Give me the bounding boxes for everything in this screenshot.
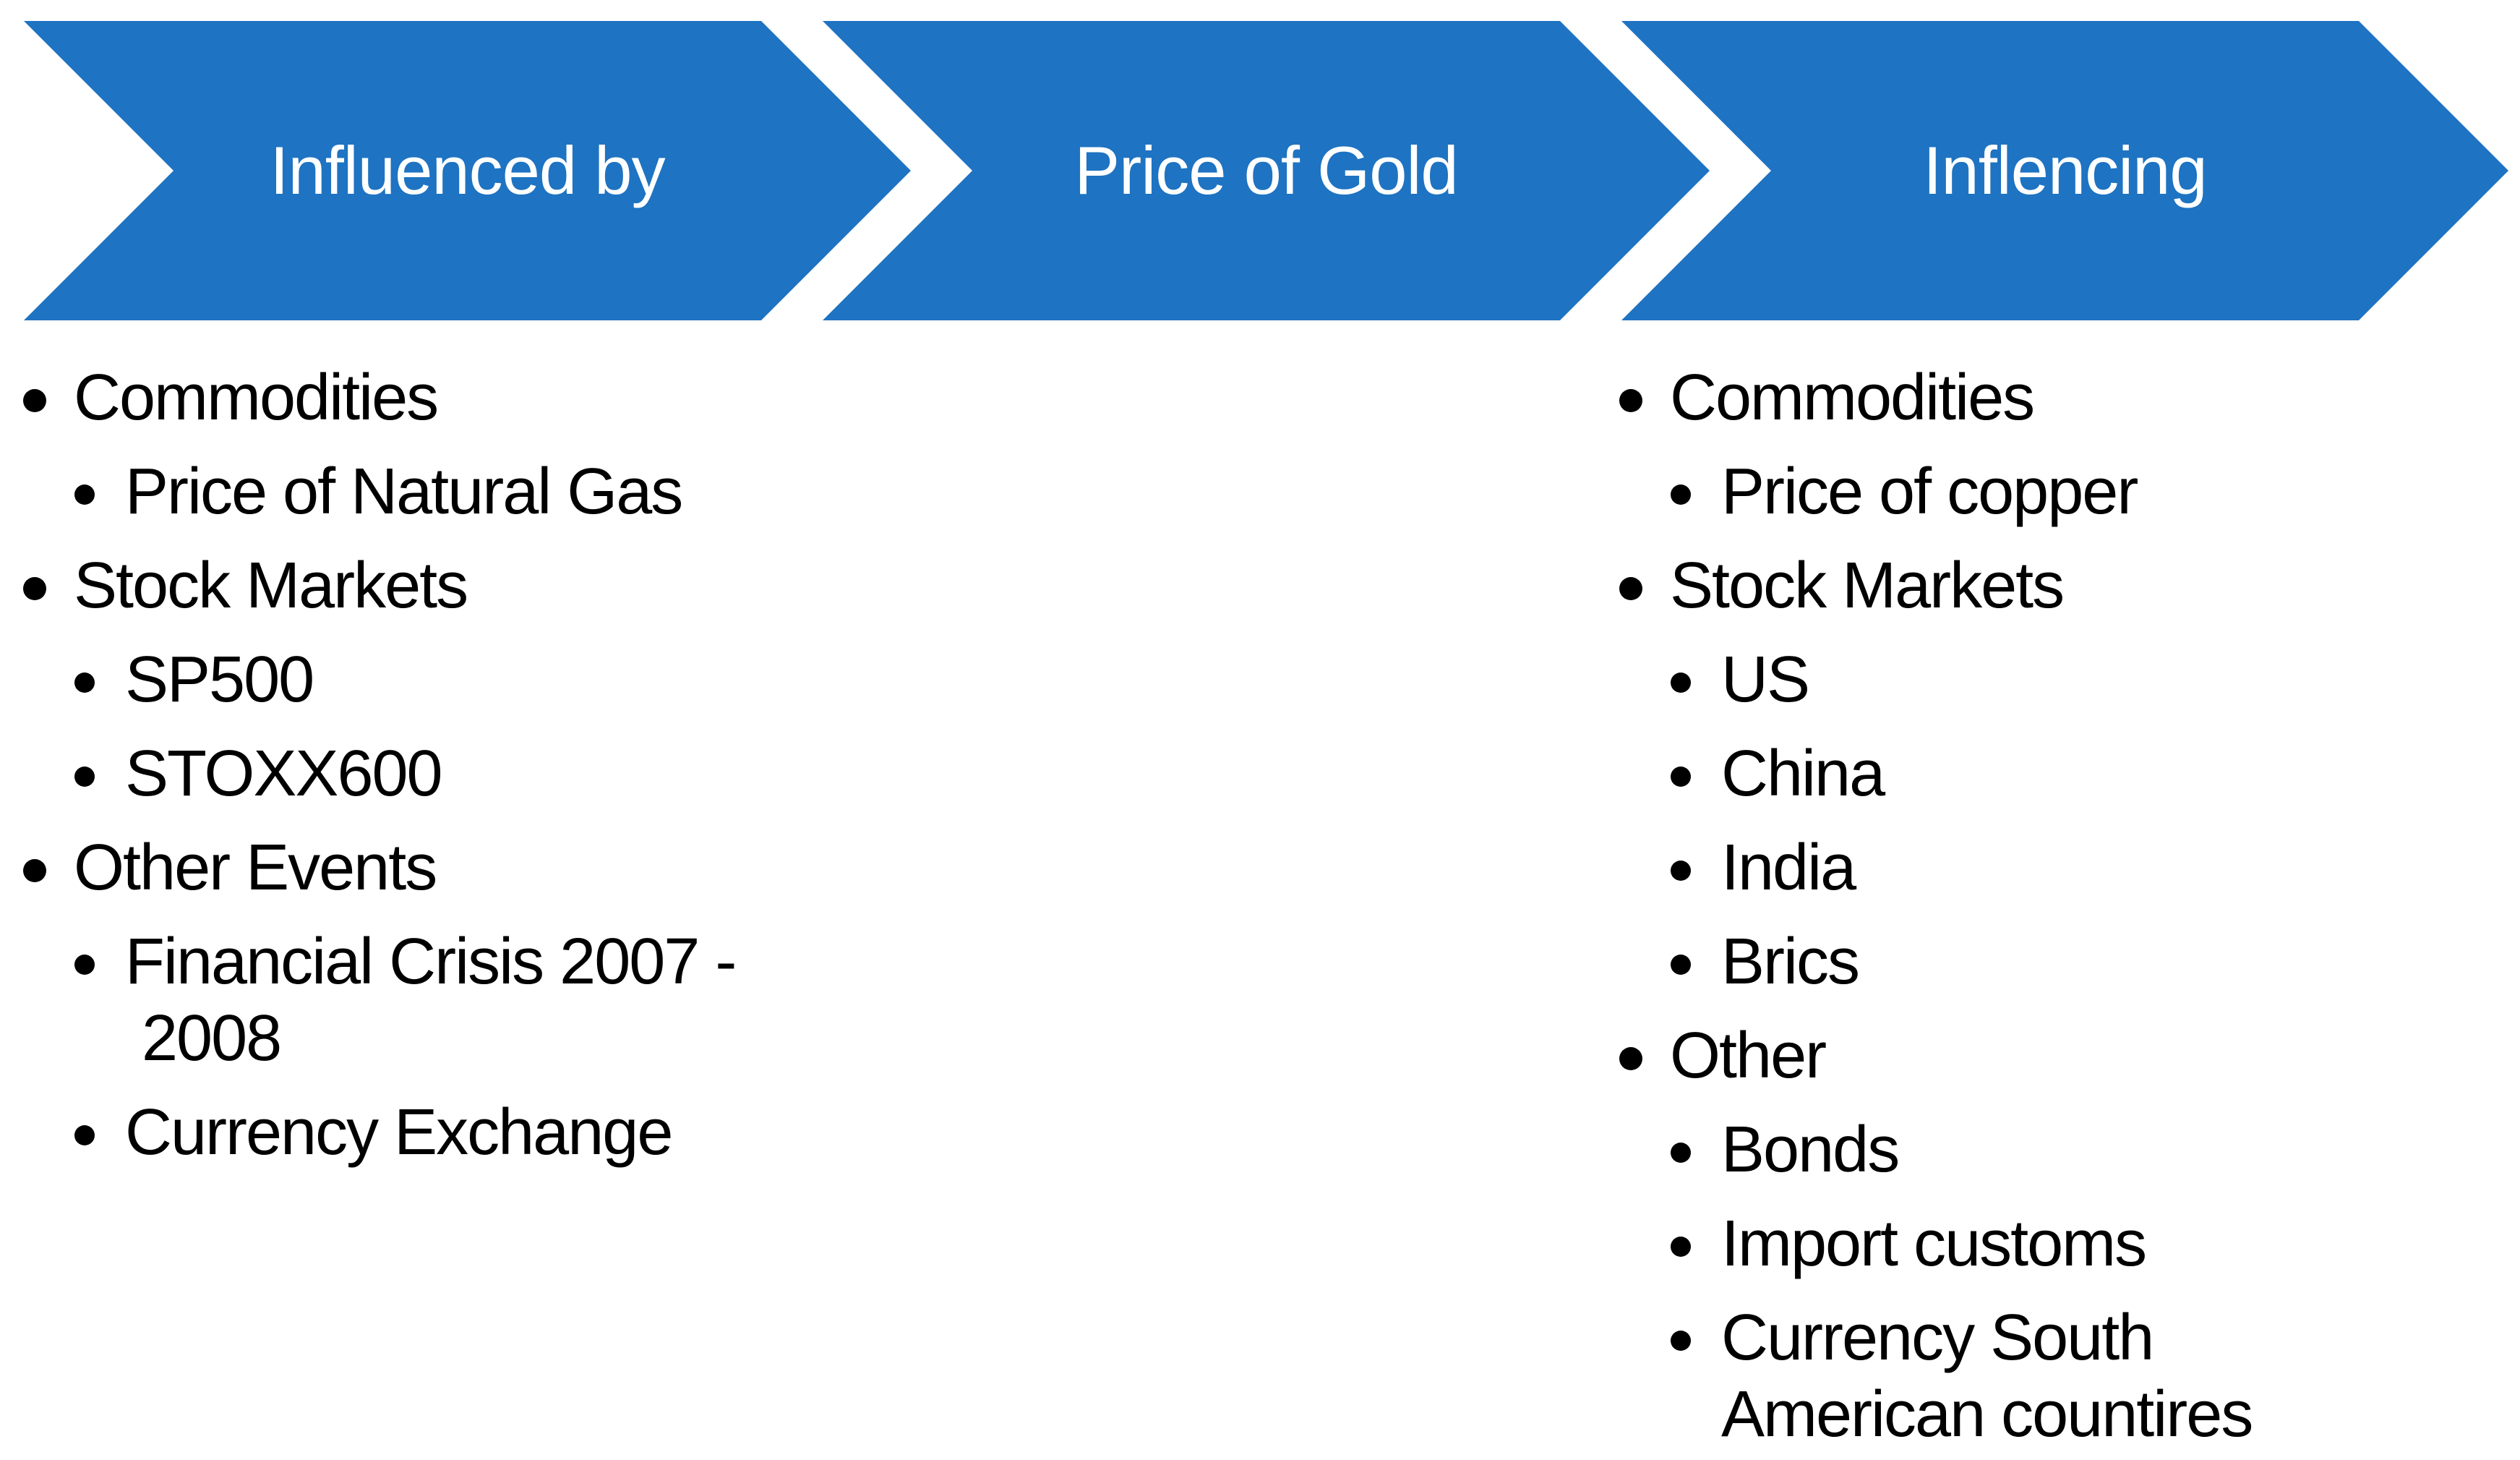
bullet-dot [1619,577,1642,600]
list-item-text: China [1721,738,1885,810]
bullet-dot [1671,1237,1691,1257]
bullet-dot [23,859,46,882]
bullet-dot [1671,861,1691,881]
list-item-text: Commodities [74,362,439,434]
list-item: US [1596,641,2357,718]
bullet-dot [23,577,46,600]
list-item: Price of Natural Gas [0,453,853,530]
list-item-text: Financial Crisis 2007 - 2008 [125,926,737,1075]
bullet-dot [74,767,95,787]
influencing-list: Commodities Price of copper Stock Market… [1596,359,2357,1460]
list-item-text: Import customs [1721,1208,2147,1280]
arrow-label: Influenced by [270,132,665,208]
bullet-dot [1671,1331,1691,1351]
list-item: Bonds [1596,1111,2357,1188]
list-item: Stock Markets [1596,547,2357,624]
list-item: SP500 [0,641,853,718]
list-item-text: Stock Markets [1670,550,2065,622]
bullet-dot [74,1125,95,1145]
chevron-price-of-gold: Price of Gold [823,21,1710,320]
list-item: Other [1596,1017,2357,1094]
list-item: Financial Crisis 2007 - 2008 [0,923,853,1077]
list-item-text: Brics [1721,926,1860,998]
list-item-text: Commodities [1670,362,2035,434]
list-item: STOXX600 [0,735,853,812]
list-item-text: SP500 [125,644,314,716]
bullet-dot [1671,955,1691,975]
arrow-label: Inflencing [1923,132,2207,208]
bullet-dot [1619,389,1642,412]
bullet-dot [23,389,46,412]
bullet-dot [74,484,95,505]
list-item-text: Currency South American countires [1721,1302,2253,1451]
list-item-text: Currency Exchange [125,1096,673,1169]
list-item-text: Stock Markets [74,550,468,622]
list-item-text: Price of Natural Gas [125,456,683,528]
chevron-inflencing: Inflencing [1621,21,2508,320]
bullet-dot [1671,484,1691,505]
list-item: China [1596,735,2357,812]
bullet-dot [74,673,95,693]
list-item-text: US [1721,644,1810,716]
list-item: Import customs [1596,1205,2357,1282]
bullet-dot [1671,1143,1691,1163]
list-item-text: Bonds [1721,1114,1900,1186]
list-item: Currency South American countires [1596,1299,2357,1453]
list-item-text: India [1721,832,1856,904]
bullet-dot [1671,673,1691,693]
list-item-text: Other Events [74,832,437,904]
list-item: Commodities [1596,359,2357,436]
bullet-dot [1671,767,1691,787]
list-item: India [1596,829,2357,906]
chevron-influenced-by: Influenced by [24,21,911,320]
list-item: Currency Exchange [0,1094,853,1171]
list-item-text: STOXX600 [125,738,443,810]
list-item: Commodities [0,359,853,436]
influenced-by-list: Commodities Price of Natural Gas Stock M… [0,359,853,1188]
bullet-dot [1619,1047,1642,1070]
list-item-text: Other [1670,1020,1827,1092]
list-item: Other Events [0,829,853,906]
list-item-text: Price of copper [1721,456,2138,528]
list-item: Price of copper [1596,453,2357,530]
arrow-label: Price of Gold [1074,132,1458,208]
list-item: Brics [1596,923,2357,1000]
list-item: Stock Markets [0,547,853,624]
bullet-dot [74,955,95,975]
